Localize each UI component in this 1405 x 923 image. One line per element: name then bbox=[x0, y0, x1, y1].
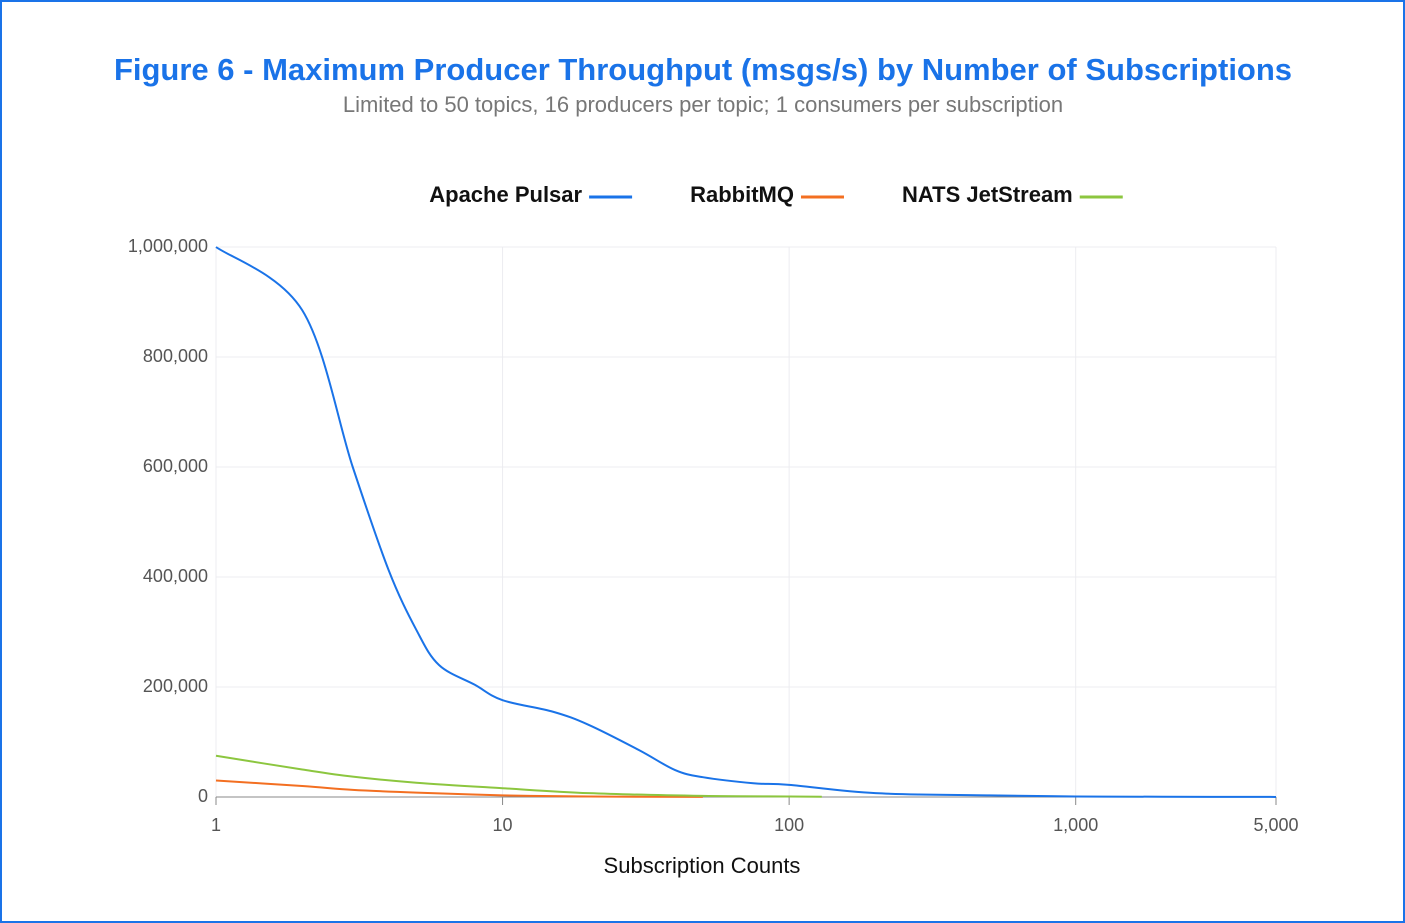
x-tick-label: 10 bbox=[493, 815, 513, 835]
y-tick-label: 400,000 bbox=[143, 566, 208, 586]
chart-title: Figure 6 - Maximum Producer Throughput (… bbox=[114, 52, 1292, 87]
y-tick-label: 200,000 bbox=[143, 676, 208, 696]
x-tick-label: 5,000 bbox=[1253, 815, 1298, 835]
series-line bbox=[215, 246, 1277, 798]
legend-label: Apache Pulsar bbox=[429, 182, 582, 207]
x-tick-label: 1,000 bbox=[1053, 815, 1098, 835]
chart-subtitle: Limited to 50 topics, 16 producers per t… bbox=[343, 92, 1063, 117]
y-tick-label: 1,000,000 bbox=[128, 236, 208, 256]
x-tick-label: 1 bbox=[211, 815, 221, 835]
y-tick-label: 600,000 bbox=[143, 456, 208, 476]
series-line bbox=[215, 754, 822, 798]
series-line bbox=[215, 779, 703, 798]
x-axis-label: Subscription Counts bbox=[604, 853, 801, 878]
y-tick-label: 0 bbox=[198, 786, 208, 806]
legend-label: RabbitMQ bbox=[690, 182, 794, 207]
y-tick-label: 800,000 bbox=[143, 346, 208, 366]
legend-label: NATS JetStream bbox=[902, 182, 1073, 207]
x-tick-label: 100 bbox=[774, 815, 804, 835]
